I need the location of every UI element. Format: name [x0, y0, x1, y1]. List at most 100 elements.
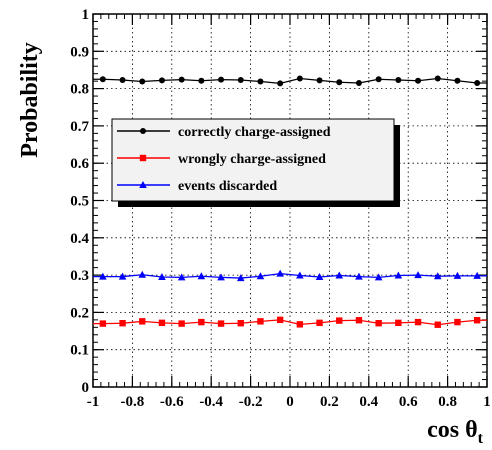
data-point — [355, 80, 362, 87]
y-tick-label: 0.7 — [70, 119, 89, 135]
data-point — [217, 273, 225, 281]
data-point — [256, 272, 265, 280]
data-point — [433, 272, 442, 280]
series-2 — [93, 269, 487, 282]
y-tick-label: 0.4 — [70, 231, 89, 247]
data-point — [119, 77, 126, 84]
data-point — [237, 320, 244, 327]
data-point — [198, 318, 205, 326]
data-point — [99, 272, 107, 280]
data-point — [217, 320, 225, 327]
series-line — [93, 77, 487, 85]
series-0 — [93, 75, 487, 87]
data-point — [434, 75, 441, 82]
legend-label: events discarded — [178, 179, 277, 194]
x-axis-title-main: cos θ — [427, 417, 478, 443]
data-point — [118, 272, 127, 280]
x-tick-label: 0 — [286, 394, 294, 410]
legend-marker — [139, 154, 147, 162]
legend-label: correctly charge-assigned — [178, 125, 331, 140]
legend-box — [111, 118, 395, 202]
data-point — [197, 272, 206, 280]
legend-entry: correctly charge-assigned — [117, 125, 331, 140]
grid-lines — [93, 14, 487, 387]
legend-marker — [140, 128, 146, 134]
legend-items: correctly charge-assigned wrongly charge-… — [117, 125, 331, 194]
data-point — [276, 316, 284, 324]
data-point — [395, 77, 402, 84]
data-point — [276, 269, 284, 277]
data-point — [139, 78, 146, 85]
data-point — [315, 272, 324, 280]
data-point — [434, 321, 441, 328]
data-point — [177, 273, 186, 281]
x-tick-label: -1 — [87, 394, 100, 410]
x-tick-label: -0.6 — [160, 394, 184, 410]
data-point — [415, 77, 422, 84]
x-tick-label: -0.4 — [199, 394, 223, 410]
y-tick-label: 0.1 — [70, 343, 89, 359]
data-point — [99, 76, 106, 83]
series-1 — [93, 316, 487, 328]
data-point — [99, 320, 107, 327]
y-tick-label: 0.2 — [70, 305, 89, 321]
data-point — [218, 76, 225, 83]
data-point — [178, 320, 185, 327]
data-point — [316, 319, 323, 327]
data-point — [454, 318, 461, 326]
y-tick-label: 0.3 — [70, 268, 89, 284]
x-tick-label: 0.2 — [320, 394, 339, 410]
data-point — [474, 80, 481, 87]
data-point — [414, 318, 422, 326]
x-tick-label: 0.8 — [438, 394, 457, 410]
x-axis-title-subscript: t — [478, 430, 484, 447]
data-point — [454, 77, 461, 84]
data-point — [296, 271, 304, 279]
legend-entry: wrongly charge-assigned — [117, 152, 326, 167]
data-point — [473, 317, 481, 324]
data-point — [198, 77, 205, 84]
data-point — [394, 271, 403, 279]
data-point — [414, 271, 422, 279]
x-axis-title: cos θt — [427, 417, 484, 447]
data-point — [257, 318, 264, 325]
legend: correctly charge-assigned wrongly charge-… — [111, 118, 400, 207]
data-point — [296, 75, 303, 82]
plot-frame — [92, 13, 488, 388]
data-point — [178, 76, 185, 83]
x-tick-label: -0.2 — [239, 394, 263, 410]
data-point — [296, 321, 304, 328]
y-tick-label: 1 — [82, 7, 90, 23]
data-point — [375, 76, 382, 83]
data-point — [158, 77, 165, 84]
data-point — [453, 271, 462, 279]
y-tick-label: 0.9 — [70, 44, 89, 60]
data-point — [374, 273, 383, 281]
data-point — [257, 78, 264, 85]
data-point — [236, 274, 245, 282]
data-point — [395, 319, 402, 327]
x-tick-label: 1 — [483, 394, 491, 410]
data-point — [355, 317, 363, 324]
data-point — [119, 320, 126, 327]
y-tick-label: 0.8 — [70, 82, 89, 98]
tick-labels: -1 -0.8 -0.6 -0.4 -0.2 0 0.2 0.4 0.6 0.8 1 0 0.1 0.2 0… — [70, 7, 491, 410]
data-point — [277, 80, 284, 87]
y-tick-label: 0.6 — [70, 156, 89, 172]
data-point — [355, 272, 363, 280]
data-point — [473, 271, 481, 279]
x-tick-label: 0.4 — [359, 394, 378, 410]
data-point — [316, 77, 323, 84]
data-point — [375, 320, 382, 327]
y-axis-title: Probability — [17, 42, 43, 158]
data-point — [158, 272, 166, 280]
series-layer — [93, 75, 487, 328]
series-line — [93, 319, 487, 326]
data-point — [138, 270, 147, 278]
x-tick-label: -0.8 — [121, 394, 145, 410]
legend-marker — [139, 181, 147, 188]
data-point — [237, 77, 244, 84]
data-point — [336, 317, 343, 324]
x-tick-label: 0.6 — [399, 394, 418, 410]
